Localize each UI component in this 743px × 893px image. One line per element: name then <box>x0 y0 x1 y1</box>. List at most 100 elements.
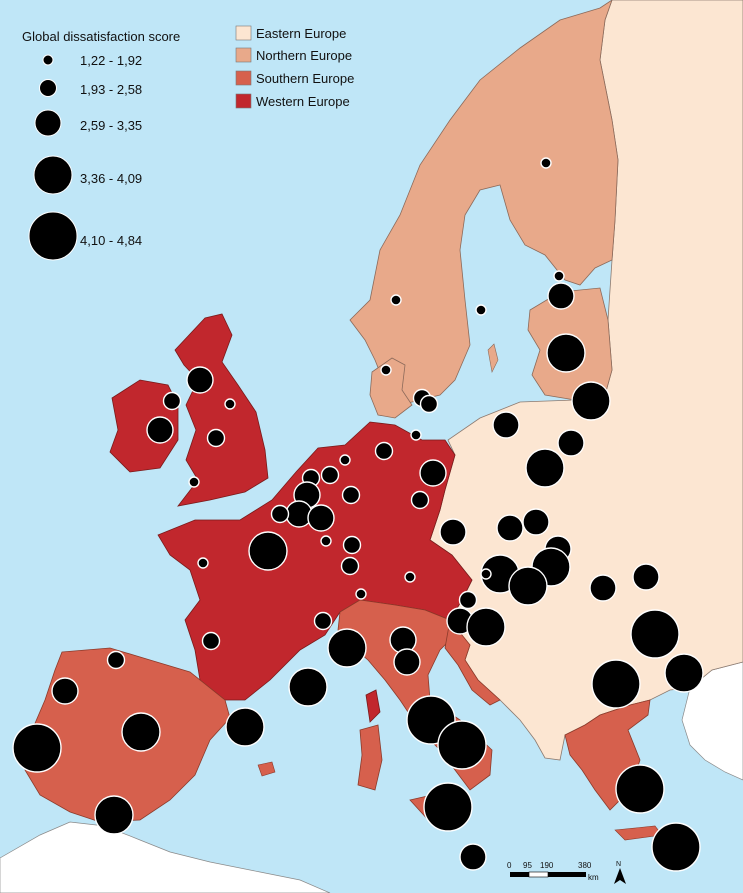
dissatisfaction-point <box>201 631 221 651</box>
dissatisfaction-point <box>339 454 351 466</box>
legend-region-northern-label: Northern Europe <box>256 48 352 63</box>
dissatisfaction-point <box>106 650 126 670</box>
region-western-europe-ireland <box>109 379 179 473</box>
dissatisfaction-point <box>307 504 335 532</box>
region-northern-europe-gotland <box>487 343 499 373</box>
dissatisfaction-point <box>664 653 704 693</box>
legend-class-1-label: 1,22 - 1,92 <box>80 53 142 68</box>
legend-region-eastern-label: Eastern Europe <box>256 26 346 41</box>
scale-tick-380: 380 <box>578 861 592 870</box>
scale-tick-190: 190 <box>540 861 554 870</box>
region-northern-europe-scandinavia <box>349 0 619 406</box>
dissatisfaction-point <box>225 707 265 747</box>
dissatisfaction-point <box>437 720 487 770</box>
scale-tick-95: 95 <box>523 861 532 870</box>
dissatisfaction-point <box>439 518 467 546</box>
dissatisfaction-point <box>393 648 421 676</box>
dissatisfaction-point <box>224 398 236 410</box>
scale-bar-segment-2 <box>528 871 549 878</box>
dissatisfaction-point <box>288 667 328 707</box>
dissatisfaction-point <box>404 571 416 583</box>
dissatisfaction-point <box>355 588 367 600</box>
dissatisfaction-points <box>12 157 704 872</box>
legend-regions: Eastern Europe Northern Europe Southern … <box>235 25 354 109</box>
dissatisfaction-point <box>630 609 680 659</box>
dissatisfaction-point <box>459 843 487 871</box>
legend-class-3-label: 2,59 - 3,35 <box>80 118 142 133</box>
dissatisfaction-point <box>458 590 478 610</box>
dissatisfaction-point <box>419 459 447 487</box>
north-africa <box>0 821 331 893</box>
legend-swatch-northern-europe <box>235 47 252 63</box>
dissatisfaction-point <box>475 304 487 316</box>
legend-swatch-western-europe <box>235 93 252 109</box>
legend-circle-4 <box>33 155 73 195</box>
dissatisfaction-point <box>162 391 182 411</box>
north-arrow-label: N <box>616 861 621 868</box>
dissatisfaction-point <box>615 764 665 814</box>
region-southern-europe-balkans-coast <box>444 619 501 706</box>
legend-swatch-eastern-europe <box>235 25 252 41</box>
dissatisfaction-point <box>589 574 617 602</box>
dissatisfaction-point <box>525 448 565 488</box>
dissatisfaction-point <box>186 366 214 394</box>
legend-circle-5 <box>28 211 78 261</box>
dissatisfaction-point <box>557 429 585 457</box>
dissatisfaction-point <box>327 628 367 668</box>
dissatisfaction-point <box>546 333 586 373</box>
dissatisfaction-point <box>410 490 430 510</box>
dissatisfaction-point <box>571 381 611 421</box>
region-northern-europe-denmark <box>369 357 413 419</box>
scale-bar-segment-1 <box>510 872 529 877</box>
legend-class-2-label: 1,93 - 2,58 <box>80 82 142 97</box>
dissatisfaction-point <box>380 364 392 376</box>
dissatisfaction-point <box>480 568 492 580</box>
legend-circle-1 <box>42 54 54 66</box>
scale-tick-0: 0 <box>507 861 512 870</box>
dissatisfaction-point <box>51 677 79 705</box>
dissatisfaction-point <box>390 294 402 306</box>
dissatisfaction-point <box>410 429 422 441</box>
dissatisfaction-point <box>466 607 506 647</box>
dissatisfaction-point <box>651 822 701 872</box>
legend-size-classes: 1,22 - 1,92 1,93 - 2,58 2,59 - 3,35 3,36… <box>28 53 142 261</box>
dissatisfaction-point <box>121 712 161 752</box>
dissatisfaction-point <box>496 514 524 542</box>
dissatisfaction-point <box>12 723 62 773</box>
dissatisfaction-point <box>146 416 174 444</box>
dissatisfaction-point <box>313 611 333 631</box>
legend-circle-3 <box>34 109 62 137</box>
dissatisfaction-point <box>320 535 332 547</box>
legend-class-5-label: 4,10 - 4,84 <box>80 233 142 248</box>
dissatisfaction-point <box>374 441 394 461</box>
legend-region-western-label: Western Europe <box>256 94 350 109</box>
scale-bar: 0 95 190 380 km <box>507 861 599 882</box>
dissatisfaction-point <box>423 782 473 832</box>
dissatisfaction-point <box>197 557 209 569</box>
dissatisfaction-point <box>94 795 134 835</box>
dissatisfaction-point <box>508 566 548 606</box>
dissatisfaction-point <box>547 282 575 310</box>
region-southern-europe-cyprus <box>257 761 276 777</box>
legend-region-southern-label: Southern Europe <box>256 71 354 86</box>
dissatisfaction-point <box>632 563 660 591</box>
scale-unit: km <box>588 873 599 882</box>
dissatisfaction-point <box>522 508 550 536</box>
scale-bar-segment-3 <box>548 872 586 877</box>
legend-class-4-label: 3,36 - 4,09 <box>80 171 142 186</box>
north-arrow-icon: N <box>614 861 626 884</box>
region-southern-europe-sardinia <box>357 724 383 791</box>
dissatisfaction-point <box>492 411 520 439</box>
region-western-europe-corsica <box>365 689 381 723</box>
dissatisfaction-point <box>591 659 641 709</box>
dissatisfaction-point <box>340 556 360 576</box>
dissatisfaction-point <box>320 465 340 485</box>
legend-circle-2 <box>39 79 57 97</box>
dissatisfaction-point <box>342 535 362 555</box>
region-western-europe-britain <box>174 313 269 507</box>
dissatisfaction-point <box>188 476 200 488</box>
dissatisfaction-point <box>540 157 552 169</box>
dissatisfaction-point <box>341 485 361 505</box>
legend-swatch-southern-europe <box>235 70 252 86</box>
